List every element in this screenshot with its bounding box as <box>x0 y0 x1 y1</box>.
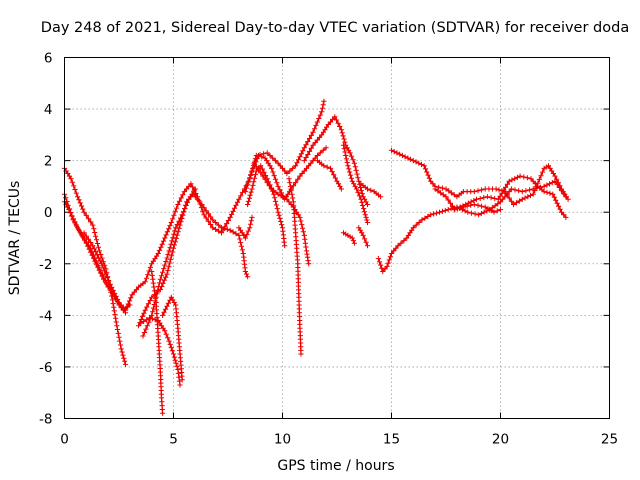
y-tick-label: 6 <box>44 51 53 67</box>
series-trace <box>316 160 342 190</box>
y-tick-labels: -8 -6 -4 -2 0 2 4 6 <box>39 51 52 428</box>
series-markers <box>61 165 129 367</box>
x-tick-label: 15 <box>383 432 400 448</box>
series-markers <box>340 230 357 246</box>
x-axis-label: GPS time / hours <box>277 458 394 474</box>
axis-ticks <box>64 57 610 419</box>
series-sat-r <box>340 230 357 246</box>
series-sat-x <box>452 201 504 215</box>
series-sat-d <box>81 98 327 313</box>
series-markers <box>81 98 327 313</box>
series-markers <box>388 147 571 208</box>
y-tick-label: -8 <box>39 412 52 428</box>
x-tick-labels: 0 5 10 15 20 25 <box>60 432 618 448</box>
series-trace <box>377 180 567 273</box>
series-trace <box>142 188 196 337</box>
series-sat-t <box>356 225 371 249</box>
series-sat-i <box>140 186 198 339</box>
y-tick-label: 0 <box>44 205 53 221</box>
series-markers <box>358 181 384 200</box>
plot-frame <box>64 57 610 419</box>
y-tick-label: -6 <box>39 360 52 376</box>
series-sat-m <box>251 160 312 267</box>
series-sat-n <box>286 176 304 357</box>
series-markers <box>314 158 344 192</box>
x-tick-label: 10 <box>274 432 291 448</box>
y-tick-label: 2 <box>44 154 53 170</box>
series-markers <box>375 178 569 275</box>
series-sat-k <box>236 214 255 241</box>
series-trace <box>253 162 310 264</box>
series-sat-w <box>432 173 569 220</box>
series-sat-g <box>160 294 185 383</box>
series-trace <box>63 168 127 365</box>
series-markers <box>251 160 312 267</box>
y-tick-label: -2 <box>39 257 52 273</box>
series-markers <box>160 294 185 383</box>
y-tick-label: 4 <box>44 102 53 118</box>
series-sat-q <box>340 142 371 226</box>
series-markers <box>452 201 504 215</box>
series-markers <box>340 142 371 226</box>
data-series <box>61 98 571 416</box>
series-sat-p <box>314 158 344 192</box>
series-markers <box>356 225 371 249</box>
x-tick-label: 5 <box>169 432 178 448</box>
series-sat-a <box>61 165 129 367</box>
series-sat-s <box>358 181 384 200</box>
series-markers <box>140 186 198 339</box>
series-markers <box>236 214 255 241</box>
series-markers <box>286 176 304 357</box>
series-markers <box>432 173 569 220</box>
grid-lines <box>64 57 610 419</box>
series-sat-v <box>388 147 571 208</box>
series-sat-u <box>375 178 569 275</box>
x-tick-label: 0 <box>60 432 69 448</box>
x-tick-label: 25 <box>601 432 618 448</box>
series-markers <box>149 268 166 416</box>
y-axis-label: SDTVAR / TECUs <box>7 181 23 296</box>
chart-title: Day 248 of 2021, Sidereal Day-to-day VTE… <box>41 20 629 36</box>
x-tick-label: 20 <box>492 432 509 448</box>
y-tick-label: -4 <box>39 308 52 324</box>
